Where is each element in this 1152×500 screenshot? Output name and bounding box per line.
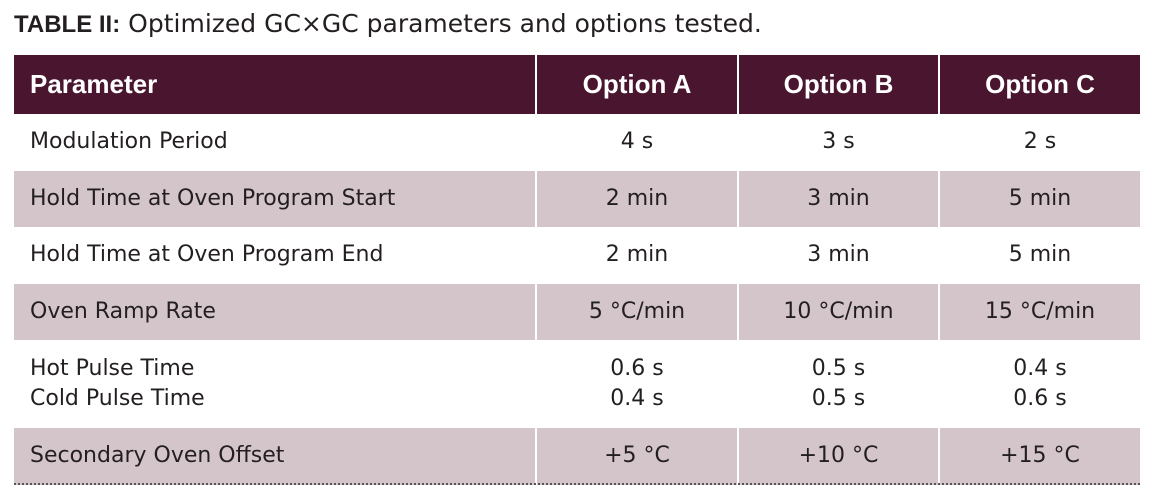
cell-parameter: Modulation Period [14,114,536,171]
cell-text: 2 min [605,185,669,211]
cell-text: 15 °C/min [984,298,1096,324]
cell-text: 3 min [807,185,870,211]
cell-text: +15 °C [1000,443,1080,469]
cell-parameter: Oven Ramp Rate [14,283,536,340]
cell-parameter: Hold Time at Oven Program Start [14,170,536,227]
cell-text: Hold Time at Oven Program Start [30,185,396,211]
cell-option-c: 0.4 s 0.6 s [938,340,1140,428]
cell-text: 3 min [807,242,870,268]
cell-parameter: Secondary Oven Offset [14,428,536,485]
header-option-b: Option B [737,55,939,114]
cell-parameter: Hold Time at Oven Program End [14,227,536,284]
cell-option-a: 4 s [535,114,738,171]
table-row: Oven Ramp Rate 5 °C/min 10 °C/min 15 °C/min [14,283,1140,340]
cell-text: Oven Ramp Rate [30,298,216,324]
header-row: Parameter Option A Option B Option C [14,55,1140,114]
cell-option-b: 3 min [737,227,939,284]
cell-text: 4 s [620,129,654,155]
table-row: Hold Time at Oven Program Start 2 min 3 mi… [14,170,1140,227]
cell-text: 5 °C/min [588,298,686,324]
cell-text: 5 min [1008,242,1072,268]
table-row: Hold Time at Oven Program End 2 min 3 min 5… [14,227,1140,284]
cell-text: Hold Time at Oven Program End [30,242,384,268]
cell-option-b: 3 min [737,170,939,227]
table-row: Modulation Period 4 s 3 s 2 s [14,114,1140,171]
cell-option-a: 5 °C/min [535,283,738,340]
cell-text: +10 °C [798,443,879,469]
cell-option-c: +15 °C [938,428,1140,485]
header-parameter: Parameter [14,55,536,114]
cell-option-b: +10 °C [737,428,939,485]
cell-option-c: 5 min [938,170,1140,227]
cell-option-a: +5 °C [535,428,738,485]
parameters-table: Parameter Option A Option B Option C Mod… [14,55,1140,485]
cell-option-c: 5 min [938,227,1140,284]
cell-option-a: 2 min [535,227,738,284]
table-caption-text: Optimized GC×GC parameters and options t… [120,9,762,38]
cell-text: 2 min [605,242,669,268]
table-caption: TABLE II: Optimized GC×GC parameters and… [14,6,762,43]
cell-option-a: 2 min [535,170,738,227]
cell-text: Hot Pulse Time [30,356,195,381]
cell-option-c: 2 s [938,114,1140,171]
cell-option-b: 10 °C/min [737,283,939,340]
table-body: Modulation Period 4 s 3 s 2 s Hold Time at O… [14,114,1140,485]
header-option-a: Option A [535,55,738,114]
cell-text: 10 °C/min [783,298,894,324]
cell-option-a: 0.6 s 0.4 s [535,340,738,428]
cell-text: 2 s [1023,129,1057,155]
table-label: TABLE II: [14,11,121,38]
cell-text: 0.5 s [811,356,866,381]
cell-option-b: 3 s [737,114,939,171]
cell-text: Modulation Period [30,129,228,155]
cell-text: 3 s [822,129,855,155]
cell-text: Cold Pulse Time [30,386,205,411]
cell-text: 0.6 s [610,356,664,381]
cell-text: 0.4 s [1013,356,1067,381]
cell-text: 0.6 s [1013,386,1067,411]
bottom-dotted-rule [14,483,1140,485]
cell-text: 5 min [1008,185,1072,211]
cell-parameter: Hot Pulse Time Cold Pulse Time [14,340,536,428]
cell-text: 0.5 s [811,386,866,411]
table-row: Secondary Oven Offset +5 °C +10 °C +15 °C [14,428,1140,485]
cell-text: 0.4 s [610,386,664,411]
cell-option-b: 0.5 s 0.5 s [737,340,939,428]
header-option-c: Option C [938,55,1140,114]
cell-text: Secondary Oven Offset [30,443,285,469]
cell-option-c: 15 °C/min [938,283,1140,340]
cell-text: +5 °C [604,443,670,469]
